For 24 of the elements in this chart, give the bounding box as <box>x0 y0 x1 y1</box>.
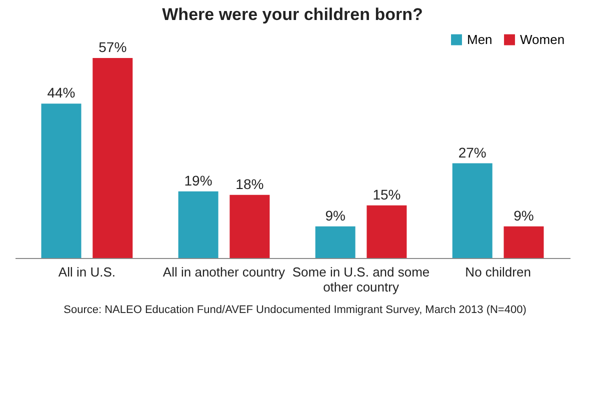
data-label: 18% <box>236 176 264 192</box>
bar <box>315 226 356 258</box>
chart-title: Where were your children born? <box>162 5 423 24</box>
bar <box>92 58 133 258</box>
x-tick-label: All in another country <box>162 264 286 280</box>
legend-label: Men <box>467 32 492 47</box>
bar <box>178 191 218 258</box>
source-note: Source: NALEO Education Fund/AVEF Undocumented Immigrant Survey, March 2013 (N=400) <box>64 304 526 316</box>
legend-label: Women <box>520 32 565 47</box>
data-label: 19% <box>184 172 212 188</box>
x-tick-label: Some in U.S. and some other country <box>292 264 430 294</box>
bar <box>41 104 82 258</box>
bar <box>504 226 544 258</box>
x-tick-label: All in U.S. <box>58 264 116 280</box>
bar <box>230 194 270 258</box>
bar <box>366 205 407 258</box>
bar <box>452 163 492 258</box>
data-label: 27% <box>458 144 486 160</box>
data-label: 15% <box>372 186 401 202</box>
data-label: 57% <box>98 39 127 55</box>
x-tick-label: No children <box>465 264 531 280</box>
data-label: 44% <box>47 84 76 101</box>
data-label: 9% <box>325 207 346 224</box>
data-label: 9% <box>514 207 534 224</box>
